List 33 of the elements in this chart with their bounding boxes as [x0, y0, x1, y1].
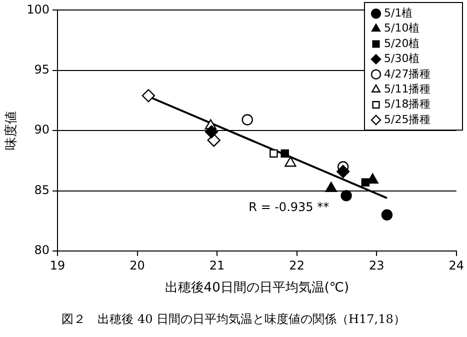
legend-label: 5/1植 [384, 6, 413, 20]
caption: 図２ 出穂後 40 日間の日平均気温と味度値の関係（H17,18） [60, 311, 406, 328]
x-tick-label: 24 [448, 258, 464, 272]
point [142, 89, 156, 102]
legend-label: 5/11播種 [384, 82, 431, 96]
x-tick-label: 20 [130, 258, 145, 272]
legend-label: 5/18播種 [384, 98, 431, 111]
legend-label: 5/30植 [384, 52, 420, 66]
point [325, 182, 337, 192]
point [336, 164, 350, 178]
point [270, 149, 278, 158]
y-tick-label: 95 [34, 62, 50, 77]
annotation: R = -0.935 ** [248, 200, 330, 214]
point [381, 209, 393, 220]
legend-label: 5/20植 [384, 36, 420, 50]
x-tick-label: 19 [50, 258, 66, 272]
legend-label: 4/27播種 [384, 67, 431, 80]
y-tick-label: 85 [34, 182, 50, 197]
point [204, 125, 218, 138]
point [340, 190, 352, 202]
x-tick-label: 23 [368, 258, 384, 272]
y-tick-label: 90 [34, 122, 50, 137]
point [242, 114, 253, 126]
y-axis-title: 味度値 [3, 111, 20, 150]
x-tick-label: 21 [209, 258, 225, 272]
legend-label: 5/10植 [384, 22, 420, 35]
point [280, 149, 289, 158]
legend-label: 5/25播種 [384, 112, 431, 126]
x-axis-title: 出穂後40日間の日平均気温(℃) [164, 280, 350, 296]
point [284, 156, 296, 167]
x-tick-label: 22 [289, 258, 304, 272]
y-tick-label: 100 [26, 2, 50, 16]
y-tick-label: 80 [34, 243, 50, 258]
